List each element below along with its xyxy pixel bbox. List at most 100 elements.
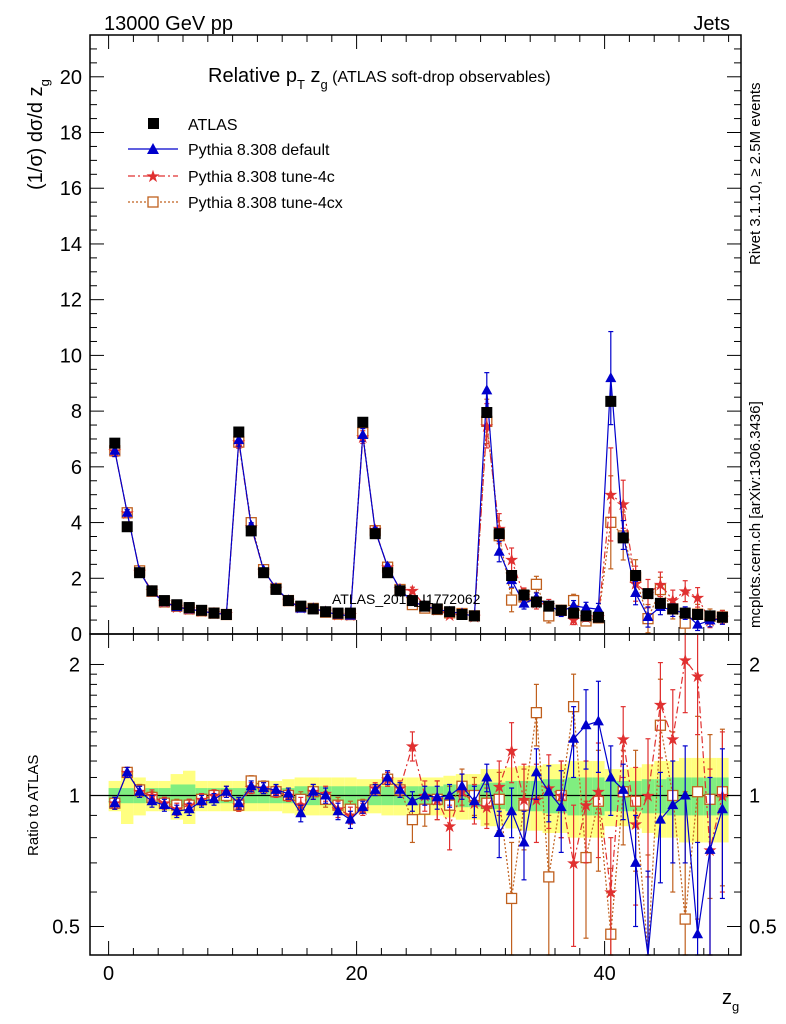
- ratio-default-point: [630, 856, 642, 867]
- main-atlas-point: [245, 525, 257, 537]
- main-default-point: [109, 444, 121, 455]
- main-y-tick-label: 12: [60, 290, 82, 312]
- main-atlas-point: [307, 603, 319, 615]
- header-right: Jets: [693, 13, 730, 35]
- ratio-tune4c-point: ★: [492, 777, 507, 796]
- main-atlas-point: [394, 585, 406, 597]
- main-atlas-point: [555, 604, 567, 616]
- main-atlas-point: [258, 567, 270, 579]
- ratio-default-point: [196, 795, 208, 806]
- header-left: 13000 GeV pp: [104, 13, 233, 35]
- main-tune4c-point: ★: [616, 495, 631, 514]
- ratio-tune4c-point: ★: [653, 695, 668, 714]
- legend-tune4c-label: Pythia 8.308 tune-4c: [188, 169, 335, 186]
- main-atlas-point: [617, 532, 629, 544]
- ratio-y-tick-label-right: 2: [749, 654, 760, 676]
- main-atlas-point: [630, 569, 642, 581]
- ratio-tune4c-point: ★: [665, 730, 680, 749]
- ratio-default-point: [307, 785, 319, 796]
- main-tune4c-point: ★: [690, 588, 705, 607]
- ratio-default-point: [530, 766, 542, 777]
- main-default-point: [121, 506, 133, 517]
- main-atlas-point: [282, 595, 294, 607]
- ratio-default-point: [357, 801, 369, 812]
- main-y-tick-label: 18: [60, 123, 82, 145]
- main-atlas-point: [171, 599, 183, 611]
- ratio-default-point: [617, 783, 629, 794]
- main-default-point: [493, 545, 505, 556]
- main-atlas-point: [679, 607, 691, 619]
- x-tick-label: 40: [593, 963, 615, 985]
- main-atlas-point: [419, 600, 431, 612]
- ratio-default-point: [592, 715, 604, 726]
- ratio-default-point: [369, 783, 381, 794]
- mcplots-label: mcplots.cern.ch [arXiv:1306.3436]: [747, 401, 764, 628]
- ratio-tune4cx-point: [406, 813, 419, 826]
- main-default-point: [568, 599, 580, 610]
- main-atlas-point: [109, 437, 121, 449]
- ratio-default-point: [667, 799, 679, 810]
- ratio-default-point: [134, 785, 146, 796]
- ratio-default-point: [171, 805, 183, 816]
- main-y-tick-label: 10: [60, 345, 82, 367]
- main-atlas-point: [568, 607, 580, 619]
- ratio-default-point: [518, 836, 530, 847]
- ratio-default-point: [605, 771, 617, 782]
- ratio-default-point: [295, 807, 307, 818]
- main-atlas-point: [406, 595, 418, 607]
- ratio-tune4c-point: ★: [616, 730, 631, 749]
- main-default-point: [233, 434, 245, 445]
- ratio-default-point: [220, 785, 232, 796]
- ratio-panel: ★★★★★★★★★★★★★★★★★★★★★★★★★★★★★★★★★★★★★★★★…: [52, 633, 777, 985]
- main-y-tick-label: 20: [60, 67, 82, 89]
- main-y-tick-label: 2: [71, 568, 82, 590]
- ratio-default-point: [344, 813, 356, 824]
- ratio-default-point: [158, 799, 170, 810]
- main-atlas-point: [220, 608, 232, 620]
- ratio-default-point: [493, 826, 505, 837]
- main-default-point: [642, 611, 654, 622]
- main-tune4c-point: ★: [603, 485, 618, 504]
- ratio-default-point: [208, 793, 220, 804]
- legend-default-marker: [147, 143, 159, 154]
- main-tune4c-point: ★: [678, 582, 693, 601]
- main-default-point: [692, 618, 704, 629]
- ratio-default-point: [679, 789, 691, 800]
- ratio-default-point: [431, 791, 443, 802]
- ratio-default-point: [456, 780, 468, 791]
- main-atlas-point: [456, 608, 468, 620]
- chart-title: Relative pT zg (ATLAS soft-drop observab…: [208, 65, 551, 92]
- ratio-default-point: [506, 805, 518, 816]
- ratio-tune4c-point: ★: [591, 783, 606, 802]
- ratio-tune4c-point: ★: [603, 883, 618, 902]
- x-axis-label: zg: [722, 987, 739, 1014]
- legend-tune4c-marker: ★: [145, 167, 160, 186]
- main-atlas-point: [481, 407, 493, 419]
- ratio-default-point: [716, 803, 728, 814]
- ratio-default-point: [444, 789, 456, 800]
- ratio-default-point: [481, 771, 493, 782]
- main-atlas-point: [332, 607, 344, 619]
- ratio-y-axis-label: Ratio to ATLAS: [25, 755, 42, 856]
- ratio-tune4c-point: ★: [405, 737, 420, 756]
- main-atlas-point: [642, 588, 654, 600]
- ratio-default-point: [121, 766, 133, 777]
- main-atlas-point: [543, 600, 555, 612]
- ratio-default-line: [114, 720, 723, 956]
- legend-tune4cx-label: Pythia 8.308 tune-4cx: [188, 195, 343, 212]
- ratio-frame: [89, 633, 742, 956]
- ratio-default-point: [543, 785, 555, 796]
- ratio-default-point: [146, 795, 158, 806]
- ratio-default-point: [245, 780, 257, 791]
- ratio-default-point: [332, 805, 344, 816]
- main-tune4c-point: ★: [653, 575, 668, 594]
- main-atlas-point: [518, 589, 530, 601]
- main-y-tick-label: 16: [60, 178, 82, 200]
- main-atlas-point: [344, 607, 356, 619]
- ratio-default-point: [419, 789, 431, 800]
- ratio-default-point: [282, 787, 294, 798]
- legend-default-label: Pythia 8.308 default: [188, 142, 330, 159]
- main-atlas-point: [357, 416, 369, 428]
- ratio-default-point: [109, 797, 121, 808]
